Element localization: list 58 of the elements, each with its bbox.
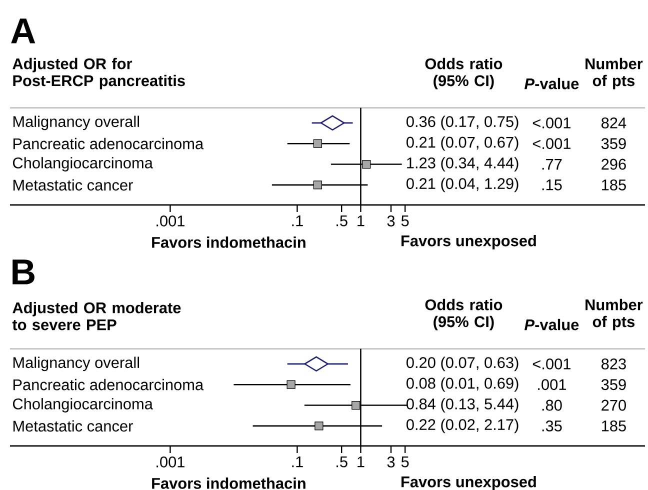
annotation: 0.21 (0.07, 0.67) [406, 136, 518, 151]
annotation: 0.20 (0.07, 0.63) [406, 356, 518, 372]
text: Odds ratio (95% CI) [425, 58, 502, 90]
text: Odds ratio (95% CI) [425, 298, 502, 330]
text: Favors unexposed [402, 234, 536, 250]
annotation: 0.36 (0.17, 0.75) [406, 116, 518, 130]
annotation: 359 [601, 379, 626, 390]
x-tick-label: 5 [401, 216, 409, 226]
text: P-value [524, 318, 579, 330]
annotation: <.001 [532, 138, 570, 150]
y-tick-label: Metastatic cancer [13, 420, 133, 432]
annotation: 185 [602, 179, 626, 190]
annotation: 823 [602, 358, 626, 370]
y-tick-label: Pancreatic adenocarcinoma [13, 138, 204, 150]
annotation: 0.08 (0.01, 0.69) [406, 377, 518, 392]
annotation: 1.23 (0.34, 4.44) [407, 157, 518, 172]
x-tick-label: 1 [358, 216, 364, 226]
x-tick-label: .001 [156, 216, 184, 226]
y-tick-label: Metastatic cancer [13, 179, 133, 191]
y-tick-label: Cholangiocarcinoma [12, 157, 153, 172]
chart-subtitle: Adjusted OR moderate to severe PEP [12, 302, 181, 330]
x-tick-label: 3 [387, 216, 395, 226]
chart-title: B [12, 260, 34, 284]
annotation: 824 [602, 117, 626, 128]
annotation: 359 [601, 138, 626, 150]
text: Number of pts [586, 298, 643, 330]
x-tick-label: 5 [401, 456, 409, 468]
y-tick-label: Malignancy overall [13, 356, 140, 372]
annotation: 270 [602, 400, 626, 411]
annotation: .80 [542, 400, 562, 411]
y-tick-label: Cholangiocarcinoma [12, 398, 153, 412]
annotation: <.001 [532, 117, 570, 128]
annotation: 0.21 (0.04, 1.29) [406, 178, 518, 192]
annotation: <.001 [532, 358, 570, 370]
x-tick-label: .5 [336, 456, 348, 468]
y-tick-label: Malignancy overall [13, 116, 140, 130]
x-tick-label: 3 [387, 456, 395, 468]
annotation: 0.84 (0.13, 5.44) [406, 398, 518, 412]
x-tick-label: .1 [292, 456, 303, 468]
chart-title: A [11, 18, 36, 44]
x-tick-label: .001 [156, 456, 184, 468]
annotation: 0.22 (0.02, 2.17) [406, 418, 518, 434]
annotation: .001 [538, 379, 566, 390]
annotation: .77 [542, 158, 562, 170]
annotation: 296 [602, 158, 626, 170]
text: Favors indomethacin [152, 236, 306, 248]
x-tick-label: 1 [358, 456, 364, 468]
annotation: .15 [542, 180, 562, 190]
text: Number of pts [586, 58, 643, 90]
x-tick-label: .5 [336, 216, 348, 226]
text: Favors unexposed [402, 476, 536, 490]
annotation: 185 [602, 420, 626, 432]
annotation: .35 [542, 420, 562, 432]
chart-subtitle: Adjusted OR for Post-ERCP pancreatitis [12, 58, 185, 90]
y-tick-label: Pancreatic adenocarcinoma [13, 378, 204, 390]
text: P-value [524, 78, 579, 90]
text: Favors indomethacin [152, 478, 306, 489]
x-tick-label: .1 [292, 216, 303, 226]
